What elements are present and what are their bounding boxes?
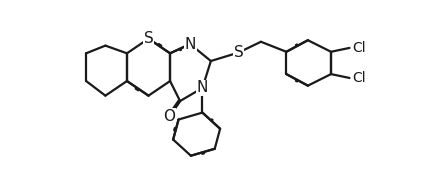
Text: Cl: Cl: [352, 41, 366, 55]
Text: O: O: [163, 109, 175, 124]
Text: N: N: [184, 37, 196, 52]
Text: Cl: Cl: [352, 71, 366, 85]
Text: N: N: [197, 81, 208, 95]
Text: S: S: [234, 45, 243, 60]
Text: S: S: [144, 31, 153, 46]
